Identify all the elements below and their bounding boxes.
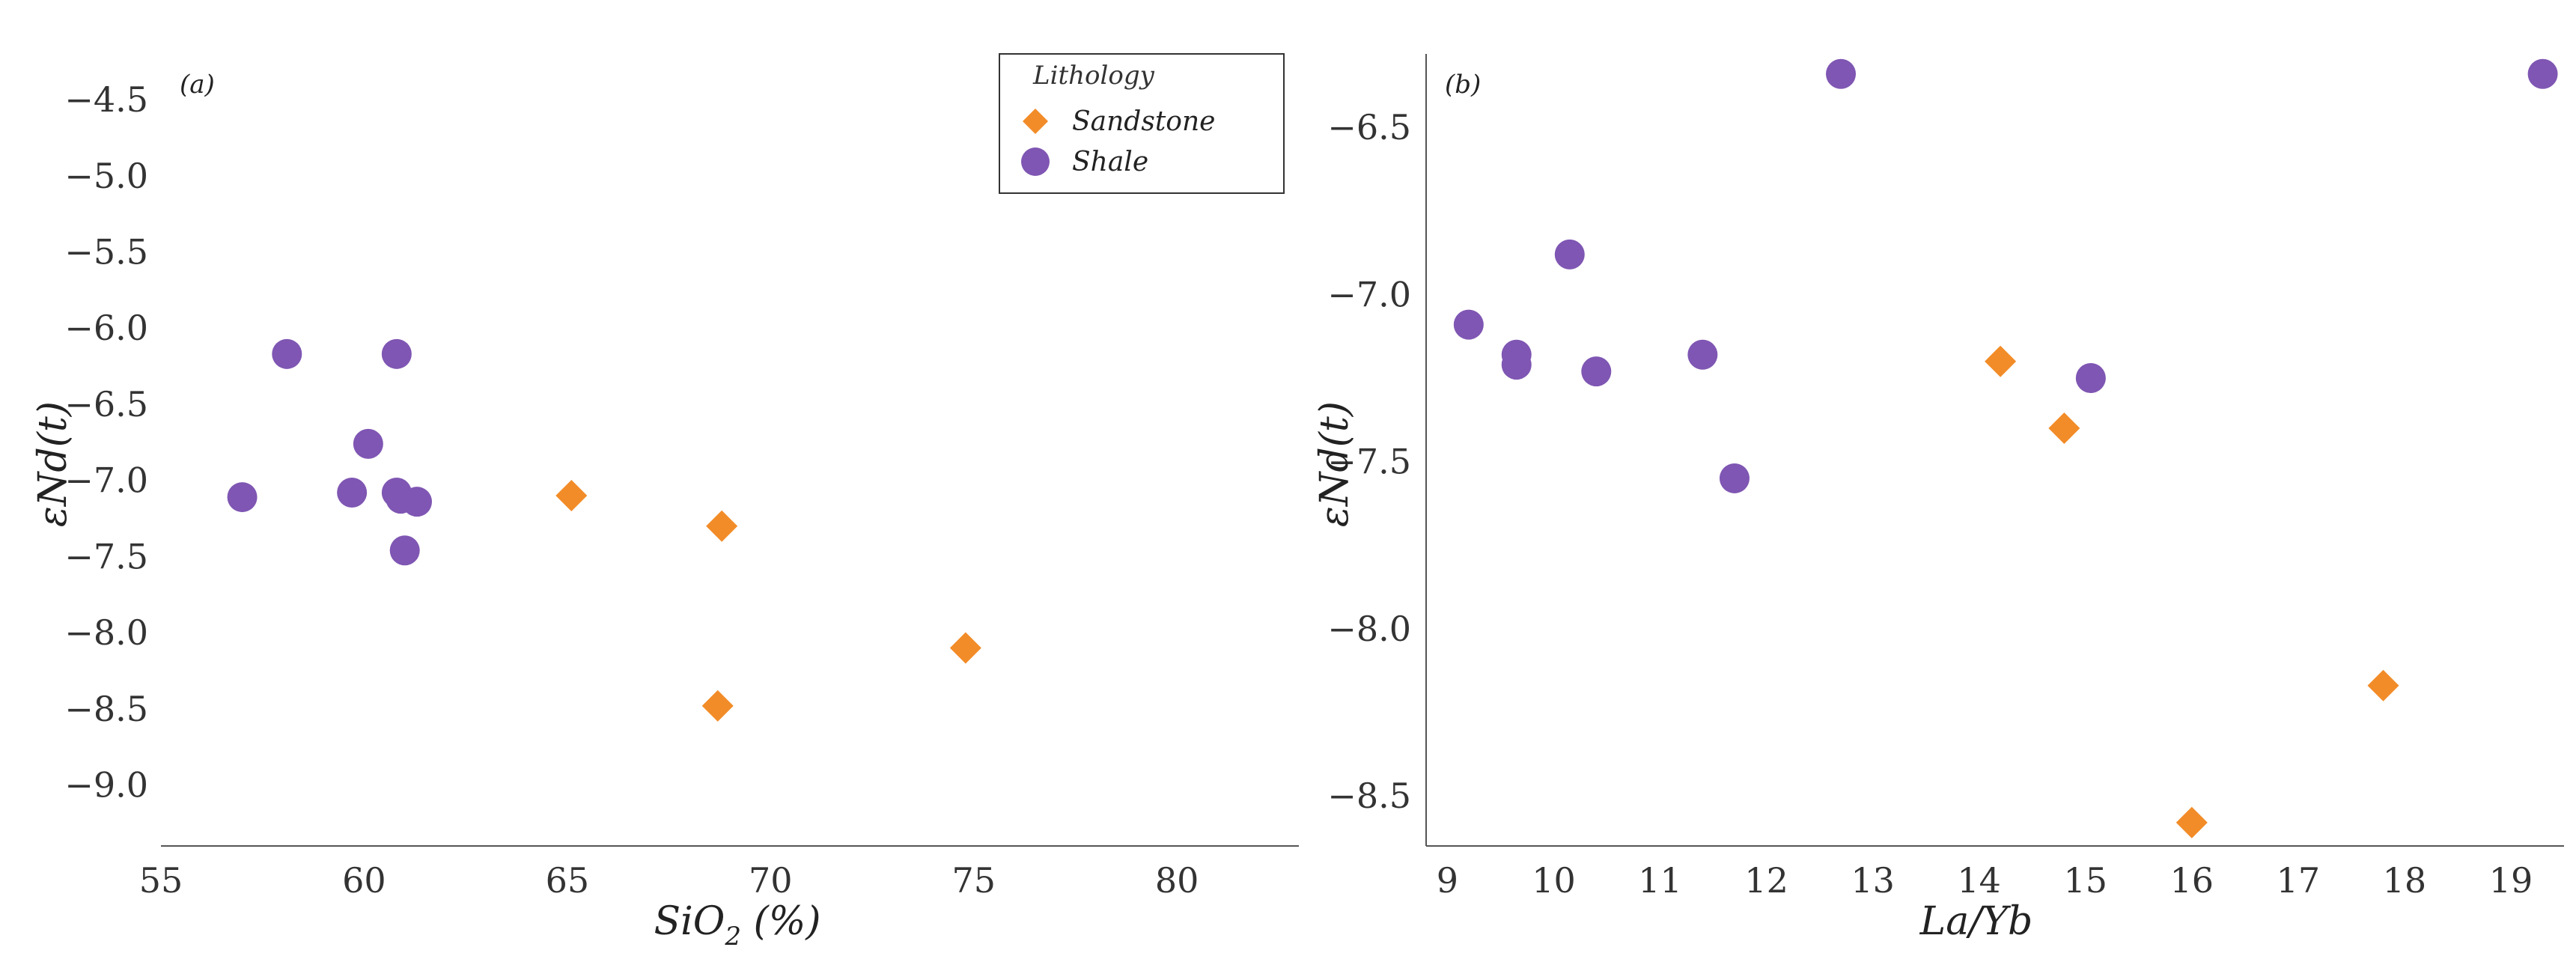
- y-tick-label: −8.0: [1327, 609, 1411, 649]
- shale-point: [1719, 463, 1750, 493]
- legend-label-shale: Shale: [1072, 147, 1148, 177]
- x-tick-label: 9: [1437, 860, 1458, 901]
- chart-panel-a: −4.5 −5.0 −5.5 −6.0 −6.5 −7.0 −7.5 −8.0 −8.5 −9.0…: [31, 53, 1299, 952]
- y-axis-title: εNd(t): [31, 401, 76, 527]
- y-axis-title: εNd(t): [1312, 401, 1357, 527]
- y-tick-label: −8.5: [64, 689, 148, 729]
- sandstone-point: [555, 480, 588, 512]
- legend-marker-sandstone: [1023, 109, 1048, 134]
- y-tick-label: −6.5: [64, 384, 148, 424]
- legend-label-sandstone: Sandstone: [1072, 106, 1215, 137]
- shale-point: [1554, 239, 1585, 270]
- sandstone-point: [949, 632, 981, 664]
- x-axis-title: SiO2 (%): [654, 899, 820, 952]
- data-points: [227, 338, 981, 722]
- y-tick-labels: −4.5 −5.0 −5.5 −6.0 −6.5 −7.0 −7.5 −8.0 −8.5 −9.0: [64, 79, 148, 806]
- x-tick-label: 18: [2383, 860, 2427, 901]
- x-tick-labels: 55 60 65 70 75 80: [139, 860, 1199, 901]
- x-tick-label: 11: [1638, 860, 1682, 901]
- shale-point: [1453, 309, 1484, 340]
- y-tick-label: −7.0: [64, 460, 148, 501]
- panel-label: (a): [180, 70, 215, 100]
- x-axis-title-main: SiO: [654, 899, 725, 944]
- sandstone-point: [2048, 412, 2080, 444]
- y-tick-label: −6.0: [64, 308, 148, 348]
- x-tick-label: 55: [139, 860, 183, 901]
- x-axis-title-suffix: (%): [741, 899, 821, 944]
- x-tick-label: 75: [951, 860, 996, 901]
- shale-point: [227, 482, 258, 513]
- shale-point: [2075, 363, 2106, 394]
- x-tick-label: 80: [1155, 860, 1199, 901]
- shale-point: [1581, 356, 1612, 387]
- y-tick-label: −4.5: [64, 79, 148, 120]
- x-tick-label: 65: [546, 860, 590, 901]
- sandstone-point: [2175, 806, 2208, 838]
- shale-point: [2527, 58, 2558, 89]
- y-tick-label: −7.0: [1327, 274, 1411, 314]
- shale-point: [402, 487, 432, 517]
- chart-panel-b: −6.5 −7.0 −7.5 −8.0 −8.5 9 10 11 12 13 14 15 16 17 18…: [1312, 54, 2564, 944]
- x-tick-label: 13: [1851, 860, 1895, 901]
- x-tick-labels: 9 10 11 12 13 14 15 16 17 18 19: [1437, 860, 2533, 901]
- x-tick-label: 12: [1744, 860, 1788, 901]
- x-tick-label: 10: [1532, 860, 1576, 901]
- x-axis-title-subscript: 2: [724, 922, 741, 952]
- y-tick-label: −7.5: [1327, 442, 1411, 482]
- shale-point: [1826, 58, 1857, 89]
- x-tick-label: 16: [2170, 860, 2214, 901]
- x-tick-label: 60: [342, 860, 386, 901]
- sandstone-point: [701, 689, 734, 722]
- shale-point: [381, 338, 412, 369]
- sandstone-point: [2367, 669, 2399, 701]
- shale-point: [272, 338, 302, 369]
- data-points: [1453, 58, 2558, 838]
- shale-point: [1501, 350, 1532, 380]
- sandstone-point: [1985, 345, 2017, 377]
- y-tick-label: −9.0: [64, 765, 148, 806]
- y-tick-labels: −6.5 −7.0 −7.5 −8.0 −8.5: [1327, 107, 1411, 816]
- sandstone-point: [706, 510, 738, 542]
- y-tick-label: −5.0: [64, 156, 148, 196]
- x-tick-label: 17: [2277, 860, 2321, 901]
- x-tick-label: 14: [1957, 860, 2001, 901]
- shale-point: [353, 428, 383, 459]
- x-axis-title: La/Yb: [1919, 899, 2033, 944]
- legend-title: Lithology: [1032, 61, 1155, 91]
- shale-point: [1687, 339, 1718, 370]
- y-tick-label: −8.5: [1327, 776, 1411, 816]
- y-tick-label: −8.0: [64, 612, 148, 653]
- x-tick-label: 15: [2063, 860, 2107, 901]
- y-tick-label: −5.5: [64, 232, 148, 273]
- x-tick-label: 19: [2489, 860, 2533, 901]
- x-tick-label: 70: [749, 860, 793, 901]
- shale-point: [389, 535, 420, 566]
- y-tick-label: −6.5: [1327, 107, 1411, 147]
- y-tick-label: −7.5: [64, 536, 148, 576]
- panel-label: (b): [1445, 70, 1481, 100]
- legend: Lithology Sandstone Shale: [999, 53, 1285, 194]
- legend-marker-shale: [1021, 147, 1050, 176]
- shale-point: [337, 477, 368, 508]
